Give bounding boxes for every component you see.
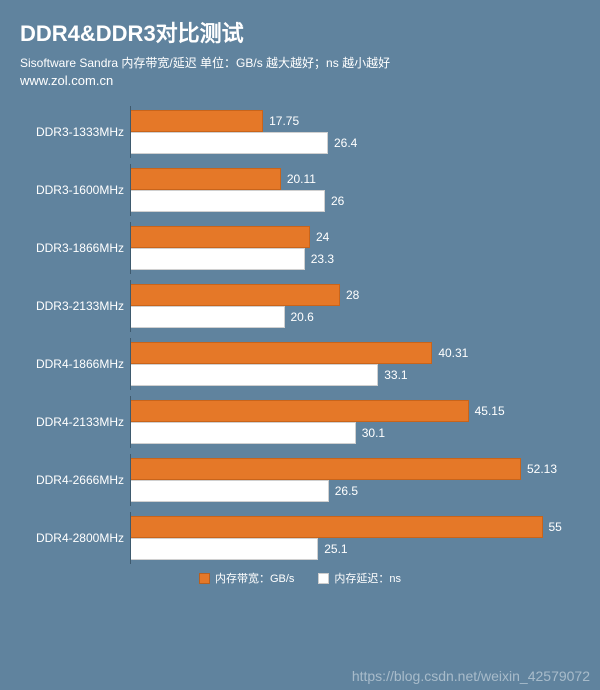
- bar-value-label: 55: [549, 520, 562, 534]
- bandwidth-bar: [130, 226, 310, 248]
- bandwidth-bar: [130, 168, 281, 190]
- bar-value-label: 33.1: [384, 368, 407, 382]
- legend-label: 内存带宽：GB/s: [215, 570, 294, 586]
- bars-container: 28 20.6: [130, 280, 580, 332]
- latency-bar: [130, 190, 325, 212]
- bar-value-label: 30.1: [362, 426, 385, 440]
- bar-value-label: 24: [316, 230, 329, 244]
- axis-line: [130, 338, 131, 390]
- bar-row: 40.31: [130, 342, 580, 364]
- bar-row: 26: [130, 190, 580, 212]
- bar-value-label: 45.15: [475, 404, 505, 418]
- axis-line: [130, 106, 131, 158]
- bandwidth-bar: [130, 284, 340, 306]
- bar-row: 33.1: [130, 364, 580, 386]
- latency-bar: [130, 422, 356, 444]
- bandwidth-bar: [130, 342, 432, 364]
- latency-bar: [130, 132, 328, 154]
- legend-swatch-icon: [199, 573, 210, 584]
- bar-row: 17.75: [130, 110, 580, 132]
- bar-row: 26.4: [130, 132, 580, 154]
- bar-value-label: 52.13: [527, 462, 557, 476]
- bar-value-label: 25.1: [324, 542, 347, 556]
- chart-title: DDR4&DDR3对比测试: [20, 16, 580, 48]
- watermark-text: https://blog.csdn.net/weixin_42579072: [352, 668, 590, 684]
- category-group: DDR3-1333MHz 17.75 26.4: [20, 106, 580, 158]
- legend-label: 内存延迟：ns: [334, 570, 401, 586]
- axis-line: [130, 280, 131, 332]
- bar-row: 23.3: [130, 248, 580, 270]
- bar-value-label: 26.4: [334, 136, 357, 150]
- bar-row: 52.13: [130, 458, 580, 480]
- axis-line: [130, 454, 131, 506]
- legend-swatch-icon: [318, 573, 329, 584]
- category-group: DDR3-2133MHz 28 20.6: [20, 280, 580, 332]
- bar-row: 30.1: [130, 422, 580, 444]
- bar-row: 20.11: [130, 168, 580, 190]
- bar-value-label: 20.6: [291, 310, 314, 324]
- category-group: DDR4-2666MHz 52.13 26.5: [20, 454, 580, 506]
- bar-value-label: 17.75: [269, 114, 299, 128]
- bars-container: 55 25.1: [130, 512, 580, 564]
- bandwidth-bar: [130, 516, 543, 538]
- chart-subtitle: Sisoftware Sandra 内存带宽/延迟 单位：GB/s 越大越好；n…: [20, 54, 580, 71]
- bandwidth-bar: [130, 110, 263, 132]
- category-label: DDR4-1866MHz: [20, 338, 130, 390]
- category-label: DDR4-2133MHz: [20, 396, 130, 448]
- bars-container: 45.15 30.1: [130, 396, 580, 448]
- chart-source-url: www.zol.com.cn: [20, 73, 580, 88]
- bar-row: 25.1: [130, 538, 580, 560]
- bar-row: 45.15: [130, 400, 580, 422]
- ddr-comparison-chart: DDR4&DDR3对比测试 Sisoftware Sandra 内存带宽/延迟 …: [0, 0, 600, 690]
- bars-container: 20.11 26: [130, 164, 580, 216]
- latency-bar: [130, 364, 378, 386]
- bar-row: 24: [130, 226, 580, 248]
- bars-container: 17.75 26.4: [130, 106, 580, 158]
- category-label: DDR3-1600MHz: [20, 164, 130, 216]
- bar-value-label: 26: [331, 194, 344, 208]
- category-group: DDR3-1866MHz 24 23.3: [20, 222, 580, 274]
- legend-item-latency: 内存延迟：ns: [318, 570, 401, 586]
- axis-line: [130, 164, 131, 216]
- bars-container: 52.13 26.5: [130, 454, 580, 506]
- latency-bar: [130, 538, 318, 560]
- axis-line: [130, 396, 131, 448]
- category-label: DDR3-1866MHz: [20, 222, 130, 274]
- bar-value-label: 28: [346, 288, 359, 302]
- bar-row: 28: [130, 284, 580, 306]
- axis-line: [130, 512, 131, 564]
- axis-line: [130, 222, 131, 274]
- chart-legend: 内存带宽：GB/s 内存延迟：ns: [20, 570, 580, 586]
- category-group: DDR4-2133MHz 45.15 30.1: [20, 396, 580, 448]
- legend-item-bandwidth: 内存带宽：GB/s: [199, 570, 294, 586]
- category-label: DDR4-2800MHz: [20, 512, 130, 564]
- category-group: DDR4-2800MHz 55 25.1: [20, 512, 580, 564]
- bar-value-label: 40.31: [438, 346, 468, 360]
- bars-container: 40.31 33.1: [130, 338, 580, 390]
- bar-value-label: 23.3: [311, 252, 334, 266]
- bar-row: 20.6: [130, 306, 580, 328]
- latency-bar: [130, 480, 329, 502]
- bar-row: 26.5: [130, 480, 580, 502]
- bar-row: 55: [130, 516, 580, 538]
- bandwidth-bar: [130, 458, 521, 480]
- bandwidth-bar: [130, 400, 469, 422]
- category-label: DDR3-1333MHz: [20, 106, 130, 158]
- bars-container: 24 23.3: [130, 222, 580, 274]
- latency-bar: [130, 306, 285, 328]
- plot-area: DDR3-1333MHz 17.75 26.4 DDR3-1600MHz 20.11 26…: [20, 106, 580, 564]
- category-group: DDR3-1600MHz 20.11 26: [20, 164, 580, 216]
- bar-value-label: 26.5: [335, 484, 358, 498]
- latency-bar: [130, 248, 305, 270]
- bar-value-label: 20.11: [287, 172, 316, 186]
- category-group: DDR4-1866MHz 40.31 33.1: [20, 338, 580, 390]
- category-label: DDR3-2133MHz: [20, 280, 130, 332]
- category-label: DDR4-2666MHz: [20, 454, 130, 506]
